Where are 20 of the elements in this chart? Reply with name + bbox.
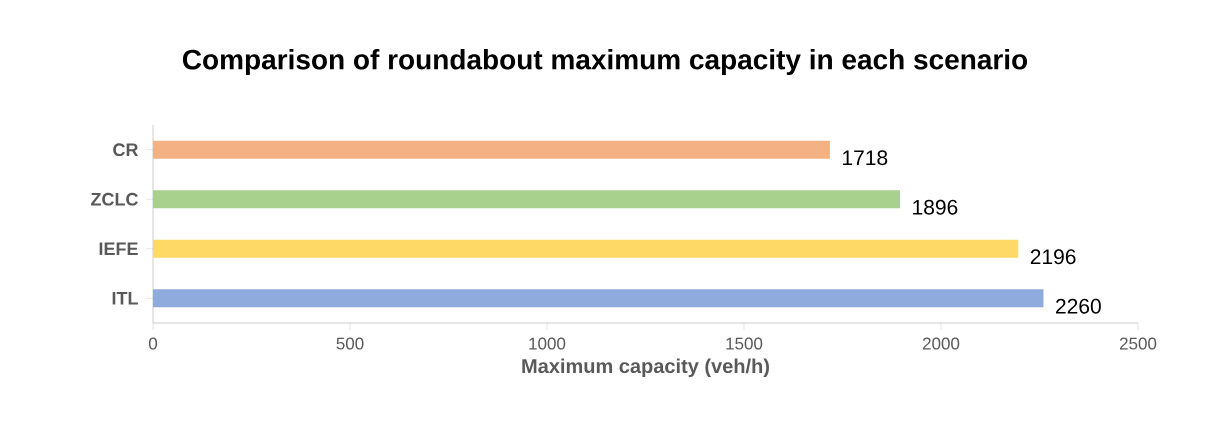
bar <box>153 140 830 159</box>
chart-title: Comparison of roundabout maximum capacity in each scenario <box>182 48 1028 76</box>
data-label: 2260 <box>1056 298 1101 314</box>
bar <box>153 289 1044 308</box>
data-label: 2196 <box>1030 249 1076 265</box>
x-tick-label: 2000 <box>922 337 960 350</box>
data-label: 1896 <box>913 199 958 215</box>
x-tick-label: 0 <box>148 337 158 350</box>
x-tick-label: 1500 <box>726 337 763 350</box>
y-tick-label: ITL <box>112 292 138 305</box>
bar <box>153 190 901 209</box>
y-tick-label: ZCLC <box>91 192 138 206</box>
x-tick-label: 1000 <box>529 337 566 350</box>
x-axis-title: Maximum capacity (veh/h) <box>522 358 769 378</box>
x-tick-label: 2500 <box>1119 337 1157 350</box>
data-label: 1718 <box>843 150 888 166</box>
x-tick-label: 500 <box>336 337 364 350</box>
y-tick-label: IEFE <box>99 242 138 255</box>
y-tick-label: CR <box>113 143 139 157</box>
bar <box>153 239 1019 258</box>
